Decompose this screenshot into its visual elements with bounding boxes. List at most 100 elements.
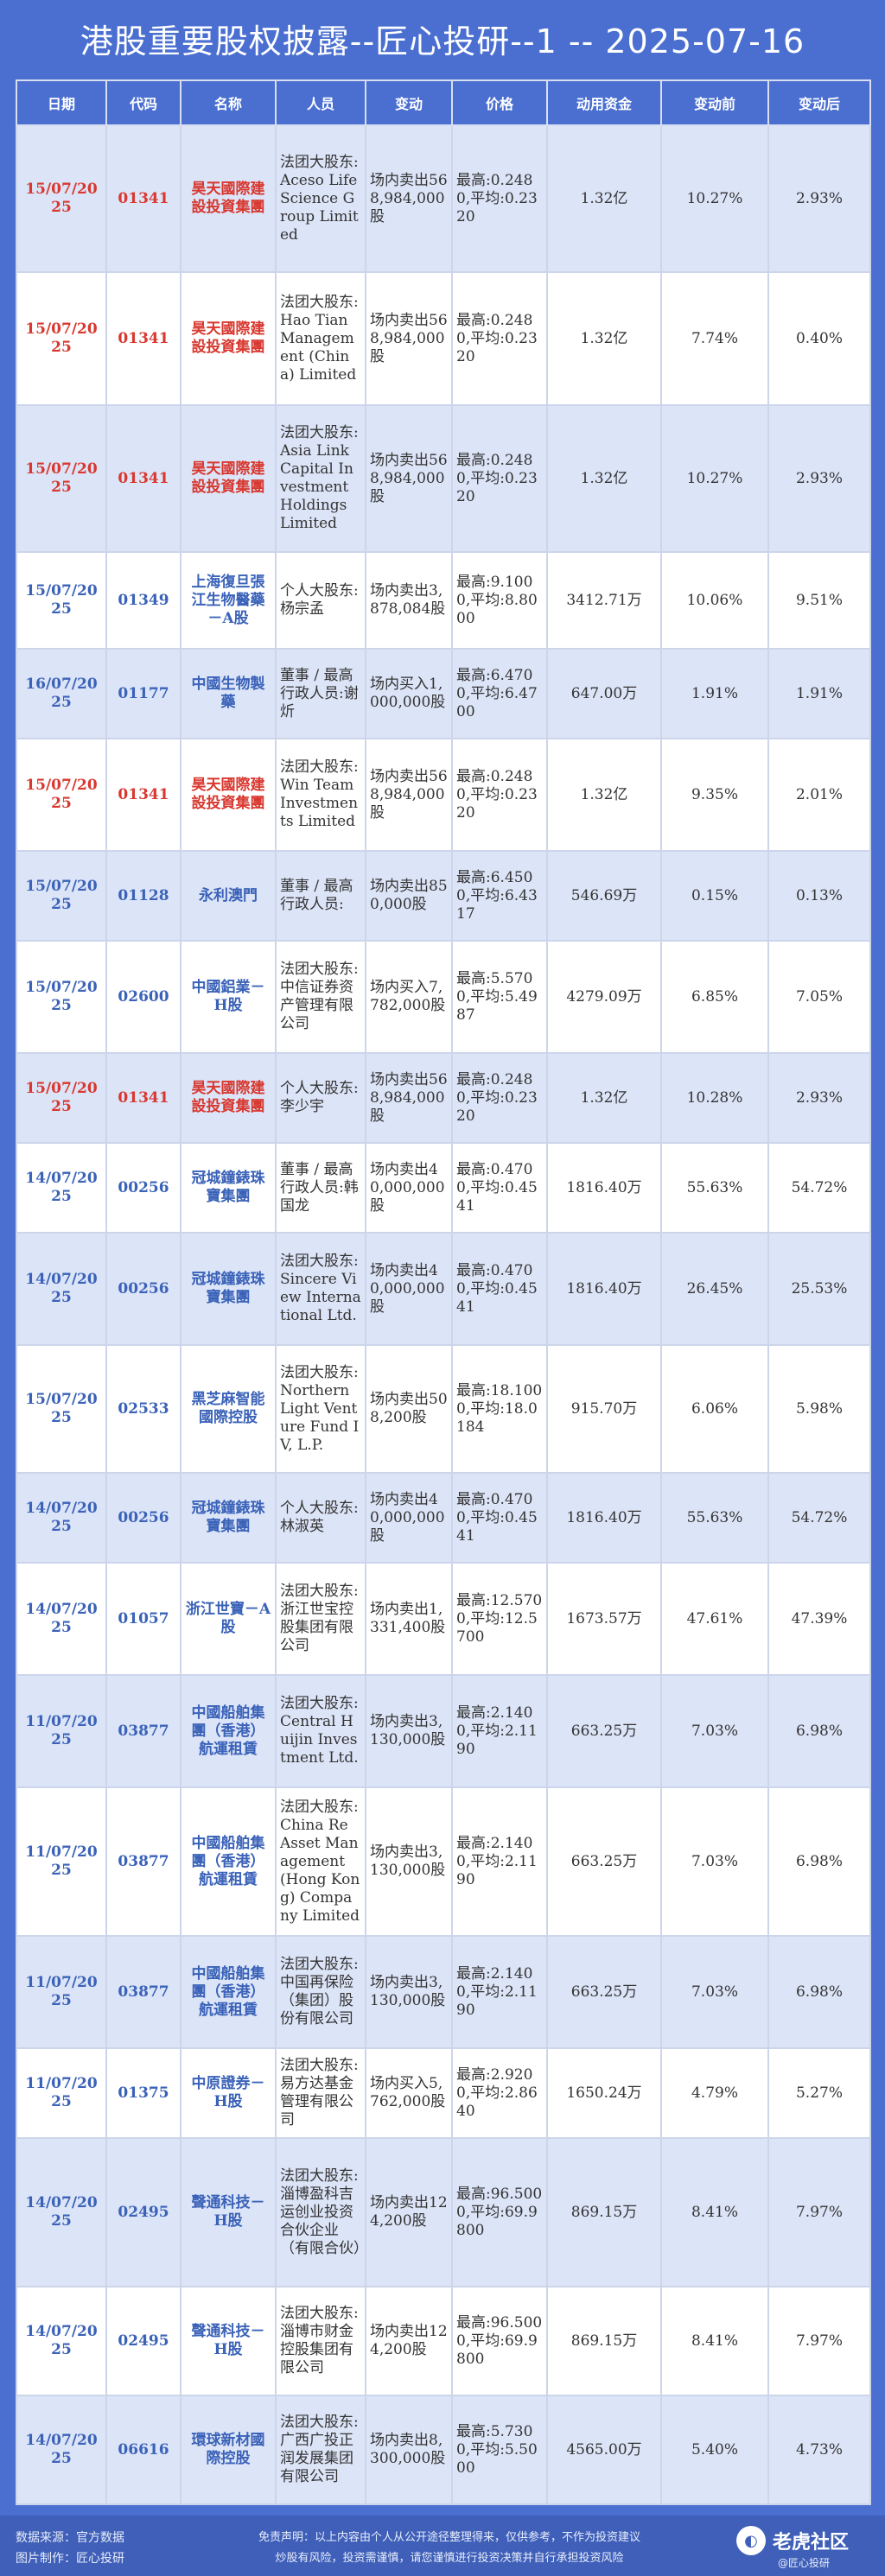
cell-code: 00256 [105,1472,181,1564]
cell-change: 场内卖出568,984,000股 [365,1052,453,1144]
cell-code: 01341 [105,124,181,273]
cell-change: 场内卖出40,000,000股 [365,1142,453,1234]
cell-before: 10.27% [660,404,769,553]
cell-after: 6.98% [767,1935,871,2049]
cell-fund: 4279.09万 [546,940,662,1054]
cell-code: 01057 [105,1562,181,1676]
cell-before: 47.61% [660,1562,769,1676]
cell-code: 01341 [105,738,181,852]
cell-name: 中原證券－H股 [180,2047,277,2139]
cell-code: 01375 [105,2047,181,2139]
cell-after: 7.97% [767,2137,871,2287]
cell-change: 场内卖出124,200股 [365,2286,453,2396]
disclosure-table: 日期 代码 名称 人员 变动 价格 动用资金 变动前 变动后 15/07/202… [16,79,871,2505]
cell-fund: 663.25万 [546,1674,662,1788]
cell-code: 01341 [105,271,181,406]
cell-name: 中國生物製藥 [180,648,277,739]
table-row: 15/07/2025 01341 昊天國際建設投資集團 法团大股东:Win Team … [16,738,871,852]
cell-after: 47.39% [767,1562,871,1676]
cell-person: 法团大股东:浙江世宝控股集团有限公司 [275,1562,366,1676]
cell-fund: 1.32亿 [546,738,662,852]
table-row: 15/07/2025 02600 中國鋁業－H股 法团大股东:中信证券资产管理有限公司… [16,940,871,1054]
cell-change: 场内卖出3,130,000股 [365,1674,453,1788]
cell-code: 02495 [105,2137,181,2287]
cell-after: 2.93% [767,1052,871,1144]
cell-before: 4.79% [660,2047,769,2139]
cell-price: 最高:2.1400,平均:2.1190 [451,1935,548,2049]
table-row: 14/07/2025 01057 浙江世寶－A股 法团大股东:浙江世宝控股集团有限公司… [16,1562,871,1676]
cell-change: 场内卖出8,300,000股 [365,2395,453,2505]
table-row: 15/07/2025 01128 永利澳門 董事 / 最高行政人员: 场内卖出850,0… [16,850,871,942]
cell-after: 54.72% [767,1472,871,1564]
cell-person: 法团大股东:Sincere View International Ltd. [275,1232,366,1346]
cell-person: 董事 / 最高行政人员: [275,850,366,942]
cell-price: 最高:5.5700,平均:5.4987 [451,940,548,1054]
cell-fund: 3412.71万 [546,551,662,650]
cell-before: 8.41% [660,2137,769,2287]
cell-fund: 1.32亿 [546,404,662,553]
cell-change: 场内卖出40,000,000股 [365,1232,453,1346]
cell-person: 法团大股东:Asia Link Capital Investment Holdi… [275,404,366,553]
cell-date: 15/07/2025 [16,404,107,553]
cell-price: 最高:0.2480,平均:0.2320 [451,404,548,553]
footer-credits: 数据来源：官方数据 图片制作：匠心投研 [16,2528,124,2569]
cell-before: 6.85% [660,940,769,1054]
cell-code: 01128 [105,850,181,942]
cell-price: 最高:0.2480,平均:0.2320 [451,1052,548,1144]
cell-after: 5.27% [767,2047,871,2139]
cell-date: 14/07/2025 [16,2137,107,2287]
cell-after: 54.72% [767,1142,871,1234]
cell-code: 02600 [105,940,181,1054]
cell-fund: 1816.40万 [546,1232,662,1346]
cell-name: 中國鋁業－H股 [180,940,277,1054]
cell-date: 15/07/2025 [16,850,107,942]
cell-price: 最高:2.1400,平均:2.1190 [451,1786,548,1937]
cell-price: 最高:12.5700,平均:12.5700 [451,1562,548,1676]
header-person: 人员 [275,79,366,126]
cell-price: 最高:0.4700,平均:0.4541 [451,1472,548,1564]
cell-code: 02533 [105,1344,181,1474]
footer-source: 数据来源：官方数据 [16,2531,124,2545]
disclaimer-line-1: 免责声明：以上内容由个人从公开途径整理得来，仅供参考，不作为投资建议 [258,2531,640,2544]
header-before: 变动前 [660,79,769,126]
cell-date: 15/07/2025 [16,551,107,650]
cell-name: 中國船舶集團（香港）航運租賃 [180,1935,277,2049]
cell-before: 26.45% [660,1232,769,1346]
table-row: 15/07/2025 02533 黑芝麻智能國際控股 法团大股东:Northern L… [16,1344,871,1474]
table-row: 14/07/2025 02495 聲通科技－H股 法团大股东:淄博盈科吉运创业投资合伙… [16,2137,871,2287]
cell-price: 最高:2.1400,平均:2.1190 [451,1674,548,1788]
cell-date: 15/07/2025 [16,124,107,273]
tiger-logo-icon: ◐ [736,2526,766,2555]
cell-name: 昊天國際建設投資集團 [180,124,277,273]
cell-after: 9.51% [767,551,871,650]
cell-person: 法团大股东:Win Team Investments Limited [275,738,366,852]
footer: 数据来源：官方数据 图片制作：匠心投研 免责声明：以上内容由个人从公开途径整理得… [0,2516,885,2576]
cell-change: 场内卖出3,130,000股 [365,1786,453,1937]
cell-before: 10.28% [660,1052,769,1144]
cell-fund: 1816.40万 [546,1472,662,1564]
cell-date: 14/07/2025 [16,1562,107,1676]
table-body: 15/07/2025 01341 昊天國際建設投資集團 法团大股东:Aceso Lif… [16,124,871,2505]
cell-date: 11/07/2025 [16,1786,107,1937]
cell-code: 03877 [105,1935,181,2049]
cell-price: 最高:2.9200,平均:2.8640 [451,2047,548,2139]
disclaimer-line-2: 炒股有风险，投资需谨慎，请您谨慎进行投资决策并自行承担投资风险 [275,2552,624,2565]
cell-before: 10.27% [660,124,769,273]
cell-code: 01349 [105,551,181,650]
cell-after: 2.01% [767,738,871,852]
cell-change: 场内买入1,000,000股 [365,648,453,739]
cell-before: 7.03% [660,1674,769,1788]
cell-name: 黑芝麻智能國際控股 [180,1344,277,1474]
cell-code: 00256 [105,1142,181,1234]
cell-before: 55.63% [660,1142,769,1234]
cell-price: 最高:0.4700,平均:0.4541 [451,1232,548,1346]
cell-date: 14/07/2025 [16,1232,107,1346]
cell-fund: 1.32亿 [546,271,662,406]
table-row: 11/07/2025 03877 中國船舶集團（香港）航運租賃 法团大股东:China… [16,1786,871,1937]
cell-before: 7.03% [660,1786,769,1937]
cell-date: 15/07/2025 [16,940,107,1054]
cell-date: 11/07/2025 [16,1674,107,1788]
cell-change: 场内卖出3,878,084股 [365,551,453,650]
table-row: 11/07/2025 03877 中國船舶集團（香港）航運租賃 法团大股东:中国再保险… [16,1935,871,2049]
table-row: 14/07/2025 00256 冠城鐘錶珠寶集團 法团大股东:Sincere Vie… [16,1232,871,1346]
